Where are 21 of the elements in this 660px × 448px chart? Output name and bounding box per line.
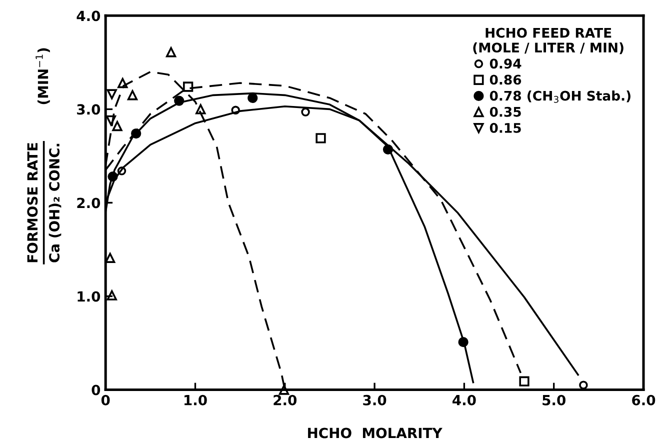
x-tick-label: 1.0 bbox=[184, 394, 207, 406]
legend-title: HCHO FEED RATE (MOLE / LITER / MIN) bbox=[473, 28, 624, 54]
y-tick-label: 3.0 bbox=[77, 104, 100, 115]
y-tick-label: 2.0 bbox=[77, 198, 100, 208]
y-tick-label: 0 bbox=[92, 384, 100, 396]
x-tick-label: 4.0 bbox=[452, 394, 476, 406]
x-axis-title: HCHO MOLARITY bbox=[308, 428, 442, 438]
x-tick-label: 5.0 bbox=[542, 394, 566, 406]
text: (MIN$^{−1}$) bbox=[36, 48, 50, 104]
y-tick-label: 1.0 bbox=[78, 291, 100, 302]
y-tick-label: 4.0 bbox=[76, 10, 100, 22]
x-tick-label: 2.0 bbox=[274, 394, 297, 406]
legend-label: 0.94 bbox=[490, 58, 522, 69]
legend-label: 0.86 bbox=[490, 74, 522, 85]
y-axis-title: FORMOSE RATE Ca (OH)₂ CONC. bbox=[27, 143, 62, 262]
legend-label: 0.78 (CH$_{3}$OH Stab.) bbox=[490, 90, 630, 103]
legend-label: 0.15 bbox=[490, 122, 521, 133]
legend-label: 0.35 bbox=[490, 106, 521, 117]
x-tick-label: 6.0 bbox=[632, 394, 656, 406]
x-tick-label: 0 bbox=[101, 394, 110, 406]
x-tick-label: 3.0 bbox=[363, 394, 386, 406]
